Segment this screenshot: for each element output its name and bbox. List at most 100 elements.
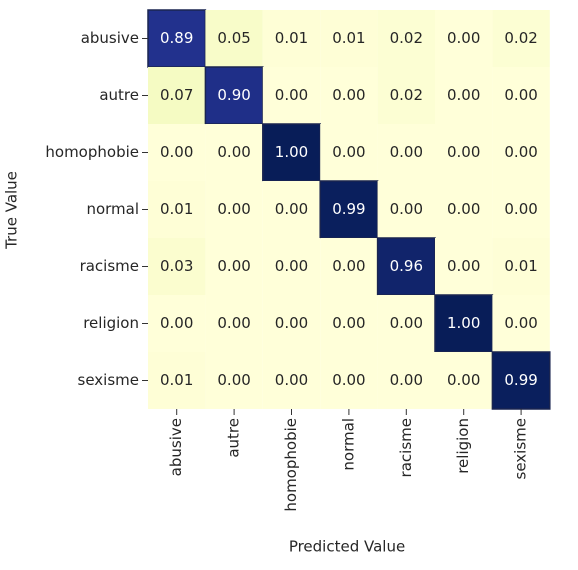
heatmap-cell	[262, 123, 321, 182]
heatmap-cell	[492, 10, 550, 67]
heatmap-cell	[320, 295, 378, 352]
cell-label: 0.00	[447, 143, 480, 161]
heatmap-cell	[320, 10, 378, 67]
heatmap-cell	[262, 352, 321, 409]
cell-label: 0.00	[275, 200, 308, 218]
heatmap-cell	[205, 10, 263, 67]
heatmap-cell	[148, 67, 206, 124]
y-tick-label: racisme	[80, 257, 139, 275]
heatmap-cell	[377, 124, 435, 181]
y-tick-label: abusive	[81, 29, 139, 47]
cell-label: 0.00	[504, 200, 537, 218]
x-tick-label: sexisme	[512, 418, 530, 479]
heatmap-cell	[319, 180, 379, 239]
x-axis-label: Predicted Value	[289, 538, 405, 556]
heatmap-cell	[377, 352, 435, 409]
heatmap-cell	[435, 67, 493, 124]
cell-label: 0.00	[160, 314, 193, 332]
heatmap-cell	[205, 181, 263, 238]
cell-label: 0.96	[390, 257, 423, 275]
heatmap-cell	[320, 124, 378, 181]
cell-label: 0.00	[504, 86, 537, 104]
x-tick-label: racisme	[397, 418, 415, 477]
cell-label: 0.00	[217, 257, 250, 275]
cell-label: 0.00	[160, 143, 193, 161]
x-tick-label: homophobie	[282, 418, 300, 512]
cell-label: 0.00	[332, 314, 365, 332]
cell-label: 0.00	[332, 143, 365, 161]
cell-label: 0.01	[504, 257, 537, 275]
cell-label: 0.90	[217, 86, 250, 104]
heatmap-cell	[148, 124, 206, 181]
heatmap-cell	[435, 352, 493, 409]
cell-label: 0.00	[217, 143, 250, 161]
cell-label: 0.01	[160, 200, 193, 218]
y-axis-label: True Value	[3, 171, 21, 250]
heatmap-cell	[434, 294, 494, 353]
cell-label: 0.00	[447, 29, 480, 47]
cell-label: 0.01	[275, 29, 308, 47]
heatmap-cell	[492, 124, 550, 181]
heatmap-cell	[377, 181, 435, 238]
heatmap-cell	[435, 238, 493, 295]
y-tick-label: religion	[83, 314, 139, 332]
cell-label: 0.02	[390, 86, 423, 104]
cell-label: 0.89	[160, 29, 193, 47]
cell-label: 0.07	[160, 86, 193, 104]
heatmap-cell	[148, 238, 206, 295]
x-tick-label: abusive	[167, 418, 185, 476]
cell-label: 0.00	[332, 257, 365, 275]
heatmap-cell	[262, 67, 321, 124]
heatmap-cell	[492, 295, 550, 352]
cell-label: 0.00	[217, 371, 250, 389]
y-tick-label: normal	[86, 200, 139, 218]
heatmap-cell	[148, 181, 206, 238]
y-tick-label: sexisme	[78, 371, 139, 389]
heatmap-cell	[492, 238, 550, 295]
cell-label: 0.00	[275, 86, 308, 104]
heatmap-cell	[205, 295, 263, 352]
cell-label: 0.05	[217, 29, 250, 47]
cell-label: 0.00	[447, 200, 480, 218]
cell-label: 0.00	[217, 200, 250, 218]
x-tick-label: autre	[225, 418, 243, 458]
cell-label: 0.00	[275, 257, 308, 275]
cell-label: 0.00	[447, 257, 480, 275]
heatmap-cell	[262, 238, 321, 295]
cell-label: 0.99	[332, 200, 365, 218]
heatmap-cell	[435, 124, 493, 181]
heatmap-cell	[205, 124, 263, 181]
cell-label: 0.00	[390, 371, 423, 389]
x-tick-label: normal	[339, 418, 357, 471]
cell-label: 0.02	[390, 29, 423, 47]
cell-label: 1.00	[447, 314, 480, 332]
cell-label: 0.00	[390, 200, 423, 218]
cell-label: 0.99	[504, 371, 537, 389]
cell-label: 0.01	[160, 371, 193, 389]
heatmap-cell	[320, 238, 378, 295]
cell-label: 0.01	[332, 29, 365, 47]
heatmap-cell	[377, 295, 435, 352]
cell-label: 0.00	[275, 314, 308, 332]
cell-label: 0.00	[332, 86, 365, 104]
cell-label: 0.00	[217, 314, 250, 332]
cell-label: 0.00	[504, 143, 537, 161]
y-tick-label: autre	[99, 86, 139, 104]
heatmap-cell	[435, 10, 493, 67]
cell-label: 0.00	[390, 143, 423, 161]
heatmap-cell	[148, 295, 206, 352]
heatmap-cell	[262, 10, 321, 67]
heatmap-cell	[435, 181, 493, 238]
cell-label: 0.00	[390, 314, 423, 332]
cell-label: 0.00	[332, 371, 365, 389]
cell-label: 0.00	[275, 371, 308, 389]
heatmap-cell	[205, 352, 263, 409]
heatmap-cell	[262, 181, 321, 238]
x-tick-label: religion	[454, 418, 472, 474]
heatmap-cell	[377, 67, 435, 124]
cell-label: 0.00	[447, 371, 480, 389]
cell-label: 0.00	[504, 314, 537, 332]
cell-label: 0.02	[504, 29, 537, 47]
heatmap-cell	[148, 352, 206, 409]
